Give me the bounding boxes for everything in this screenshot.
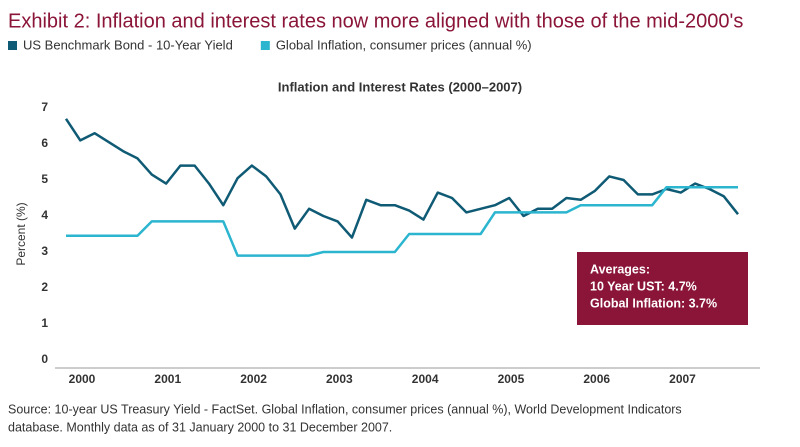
y-tick-label: 2 xyxy=(41,280,48,294)
series-line xyxy=(66,185,738,257)
annotation-text: Averages: xyxy=(590,262,650,276)
x-tick-label: 2004 xyxy=(412,372,439,386)
annotation-text: Global Inflation: 3.7% xyxy=(590,296,717,310)
y-tick-label: 6 xyxy=(41,136,48,150)
x-tick-label: 2005 xyxy=(498,372,525,386)
source-note: Source: 10-year US Treasury Yield - Fact… xyxy=(8,402,682,416)
x-tick-label: 2006 xyxy=(583,372,610,386)
x-tick-label: 2000 xyxy=(69,372,96,386)
series-line xyxy=(64,118,739,239)
y-axis-label: Percent (%) xyxy=(14,202,28,265)
y-tick-label: 4 xyxy=(41,208,48,222)
y-tick-label: 3 xyxy=(41,244,48,258)
y-tick-label: 7 xyxy=(41,100,48,114)
legend-swatch xyxy=(260,41,270,50)
annotation-box xyxy=(577,252,748,325)
y-tick-label: 1 xyxy=(41,316,48,330)
chart-title: Exhibit 2: Inflation and interest rates … xyxy=(8,10,743,32)
chart-subtitle: Inflation and Interest Rates (2000–2007) xyxy=(278,79,522,94)
x-tick-label: 2001 xyxy=(154,372,181,386)
legend-swatch xyxy=(8,41,17,50)
annotation-text: 10 Year UST: 4.7% xyxy=(590,279,697,293)
y-tick-label: 5 xyxy=(41,172,48,186)
y-tick-label: 0 xyxy=(41,352,48,366)
legend-label: Global Inflation, consumer prices (annua… xyxy=(276,37,532,52)
x-tick-label: 2007 xyxy=(669,372,696,386)
legend-label: US Benchmark Bond - 10-Year Yield xyxy=(23,37,233,52)
x-tick-label: 2003 xyxy=(326,372,353,386)
x-tick-label: 2002 xyxy=(240,372,267,386)
source-note: database. Monthly data as of 31 January … xyxy=(8,420,392,434)
